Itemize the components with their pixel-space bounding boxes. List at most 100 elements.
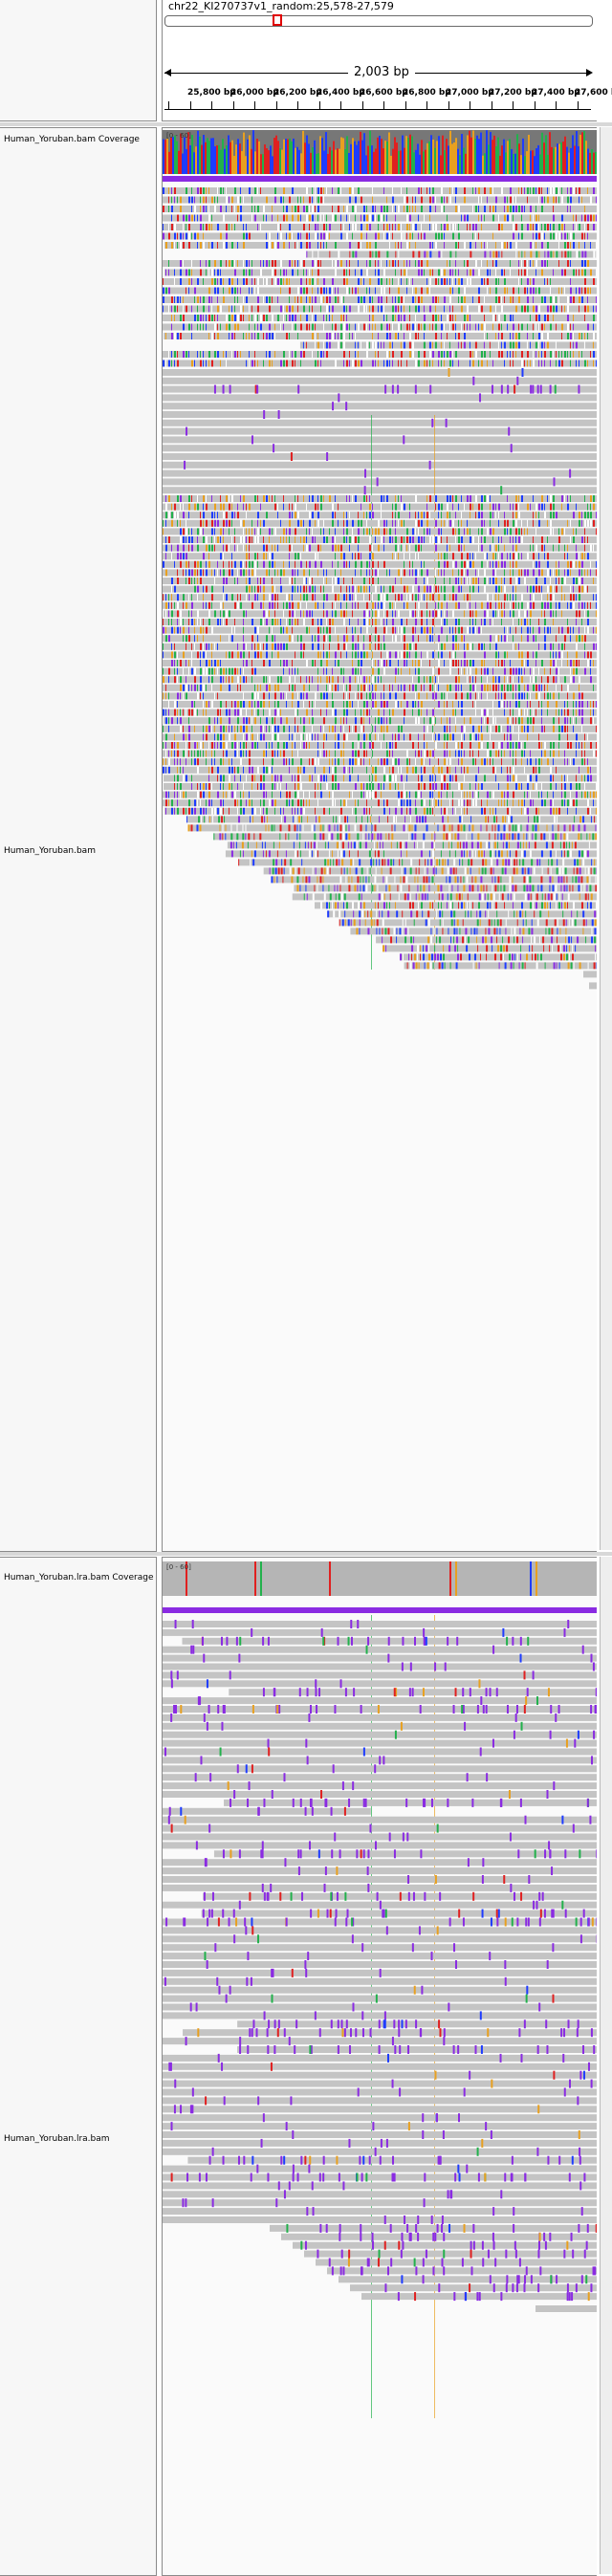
read-mismatch [361,717,362,725]
read-mismatch [544,643,546,650]
read-mismatch [249,187,251,194]
read-mismatch [415,196,416,204]
read-mismatch [553,692,555,700]
read-mismatch [435,296,437,303]
read-mismatch [251,305,252,313]
read-mismatch [441,232,443,240]
read-mismatch [343,323,345,331]
read-mismatch [478,536,479,543]
read-mismatch [246,775,247,782]
alignment-track-name[interactable]: Human_Yoruban.bam [4,846,96,856]
read-insertion-marker [532,384,535,394]
read-mismatch [527,187,529,194]
read-mismatch [277,224,279,230]
read-mismatch [338,287,339,295]
coverage-mismatch-bar [266,148,268,174]
read-mismatch [266,260,268,267]
read-mismatch [220,536,221,543]
read-mismatch [432,626,433,634]
read-mismatch [257,635,258,643]
read-mismatch [487,594,489,601]
read-mismatch [251,315,252,321]
read-mismatch [596,569,597,577]
read-mismatch [171,323,172,331]
read-mismatch [194,725,195,732]
read-mismatch [163,709,164,716]
read-mismatch [438,585,439,593]
read-mismatch [206,660,208,666]
coverage-mismatch-bar [482,155,484,174]
read-mismatch [346,601,347,609]
read-mismatch [538,758,540,766]
read-mismatch [335,536,336,543]
panel-separator[interactable] [0,122,612,126]
read-mismatch [280,260,282,267]
read-mismatch [197,315,199,321]
read-mismatch [349,251,351,258]
read-mismatch [587,619,589,625]
read-mismatch [300,196,301,204]
read-mismatch [220,569,221,577]
read-mismatch [507,242,508,249]
read-mismatch [510,206,512,212]
read-mismatch [457,341,459,349]
read-mismatch [492,251,495,258]
read-mismatch [229,610,230,618]
read-mismatch [492,503,494,511]
coverage-mismatch-bar [417,143,419,174]
read-mismatch [426,725,428,732]
read-mismatch [455,766,456,774]
read-mismatch [237,544,238,552]
read-mismatch [541,360,542,367]
coverage-track-name[interactable]: Human_Yoruban.bam Coverage [4,135,140,144]
read-mismatch [398,758,400,766]
read-mismatch [421,512,423,519]
read-mismatch [369,742,371,749]
read-mismatch [292,667,293,675]
read-mismatch [317,626,319,634]
read-mismatch [401,684,402,691]
read-mismatch [513,206,514,212]
read-mismatch [484,684,486,691]
read-mismatch [475,610,477,618]
read-mismatch [358,750,360,757]
read-mismatch [203,733,204,741]
read-mismatch [478,578,479,584]
read-mismatch [406,206,408,212]
read-mismatch [346,260,347,267]
read-mismatch [292,578,293,584]
read-mismatch [418,251,421,258]
read-mismatch [315,594,316,601]
read-mismatch [492,594,493,601]
read-mismatch [426,519,428,527]
read-mismatch [283,305,284,313]
read-mismatch [424,717,425,725]
read-mismatch [312,214,314,222]
read-mismatch [590,351,591,358]
read-mismatch [449,351,451,358]
read-mismatch [386,701,388,708]
read-mismatch [254,692,256,700]
alignment-view[interactable] [163,128,597,1551]
read-mismatch [229,260,230,267]
read-mismatch [194,315,196,321]
read-mismatch [361,296,362,303]
read-mismatch [306,503,307,511]
read-mismatch [369,305,370,313]
read-mismatch [280,643,282,650]
read-mismatch [564,528,565,535]
read-mismatch [254,323,255,331]
read-mismatch [234,667,236,675]
track-data-panel[interactable]: [0 - 60] [162,127,597,1552]
read-mismatch [381,594,382,601]
read-mismatch [389,717,391,725]
read-mismatch [243,519,245,527]
read-mismatch [165,503,167,511]
chromosome-ideogram[interactable] [164,14,593,27]
coverage-mismatch-bar [518,143,520,174]
read-mismatch [432,750,434,757]
read-mismatch [165,692,166,700]
read-mismatch [378,224,379,230]
coverage-mismatch-bar [201,144,203,174]
read-mismatch [180,315,182,321]
